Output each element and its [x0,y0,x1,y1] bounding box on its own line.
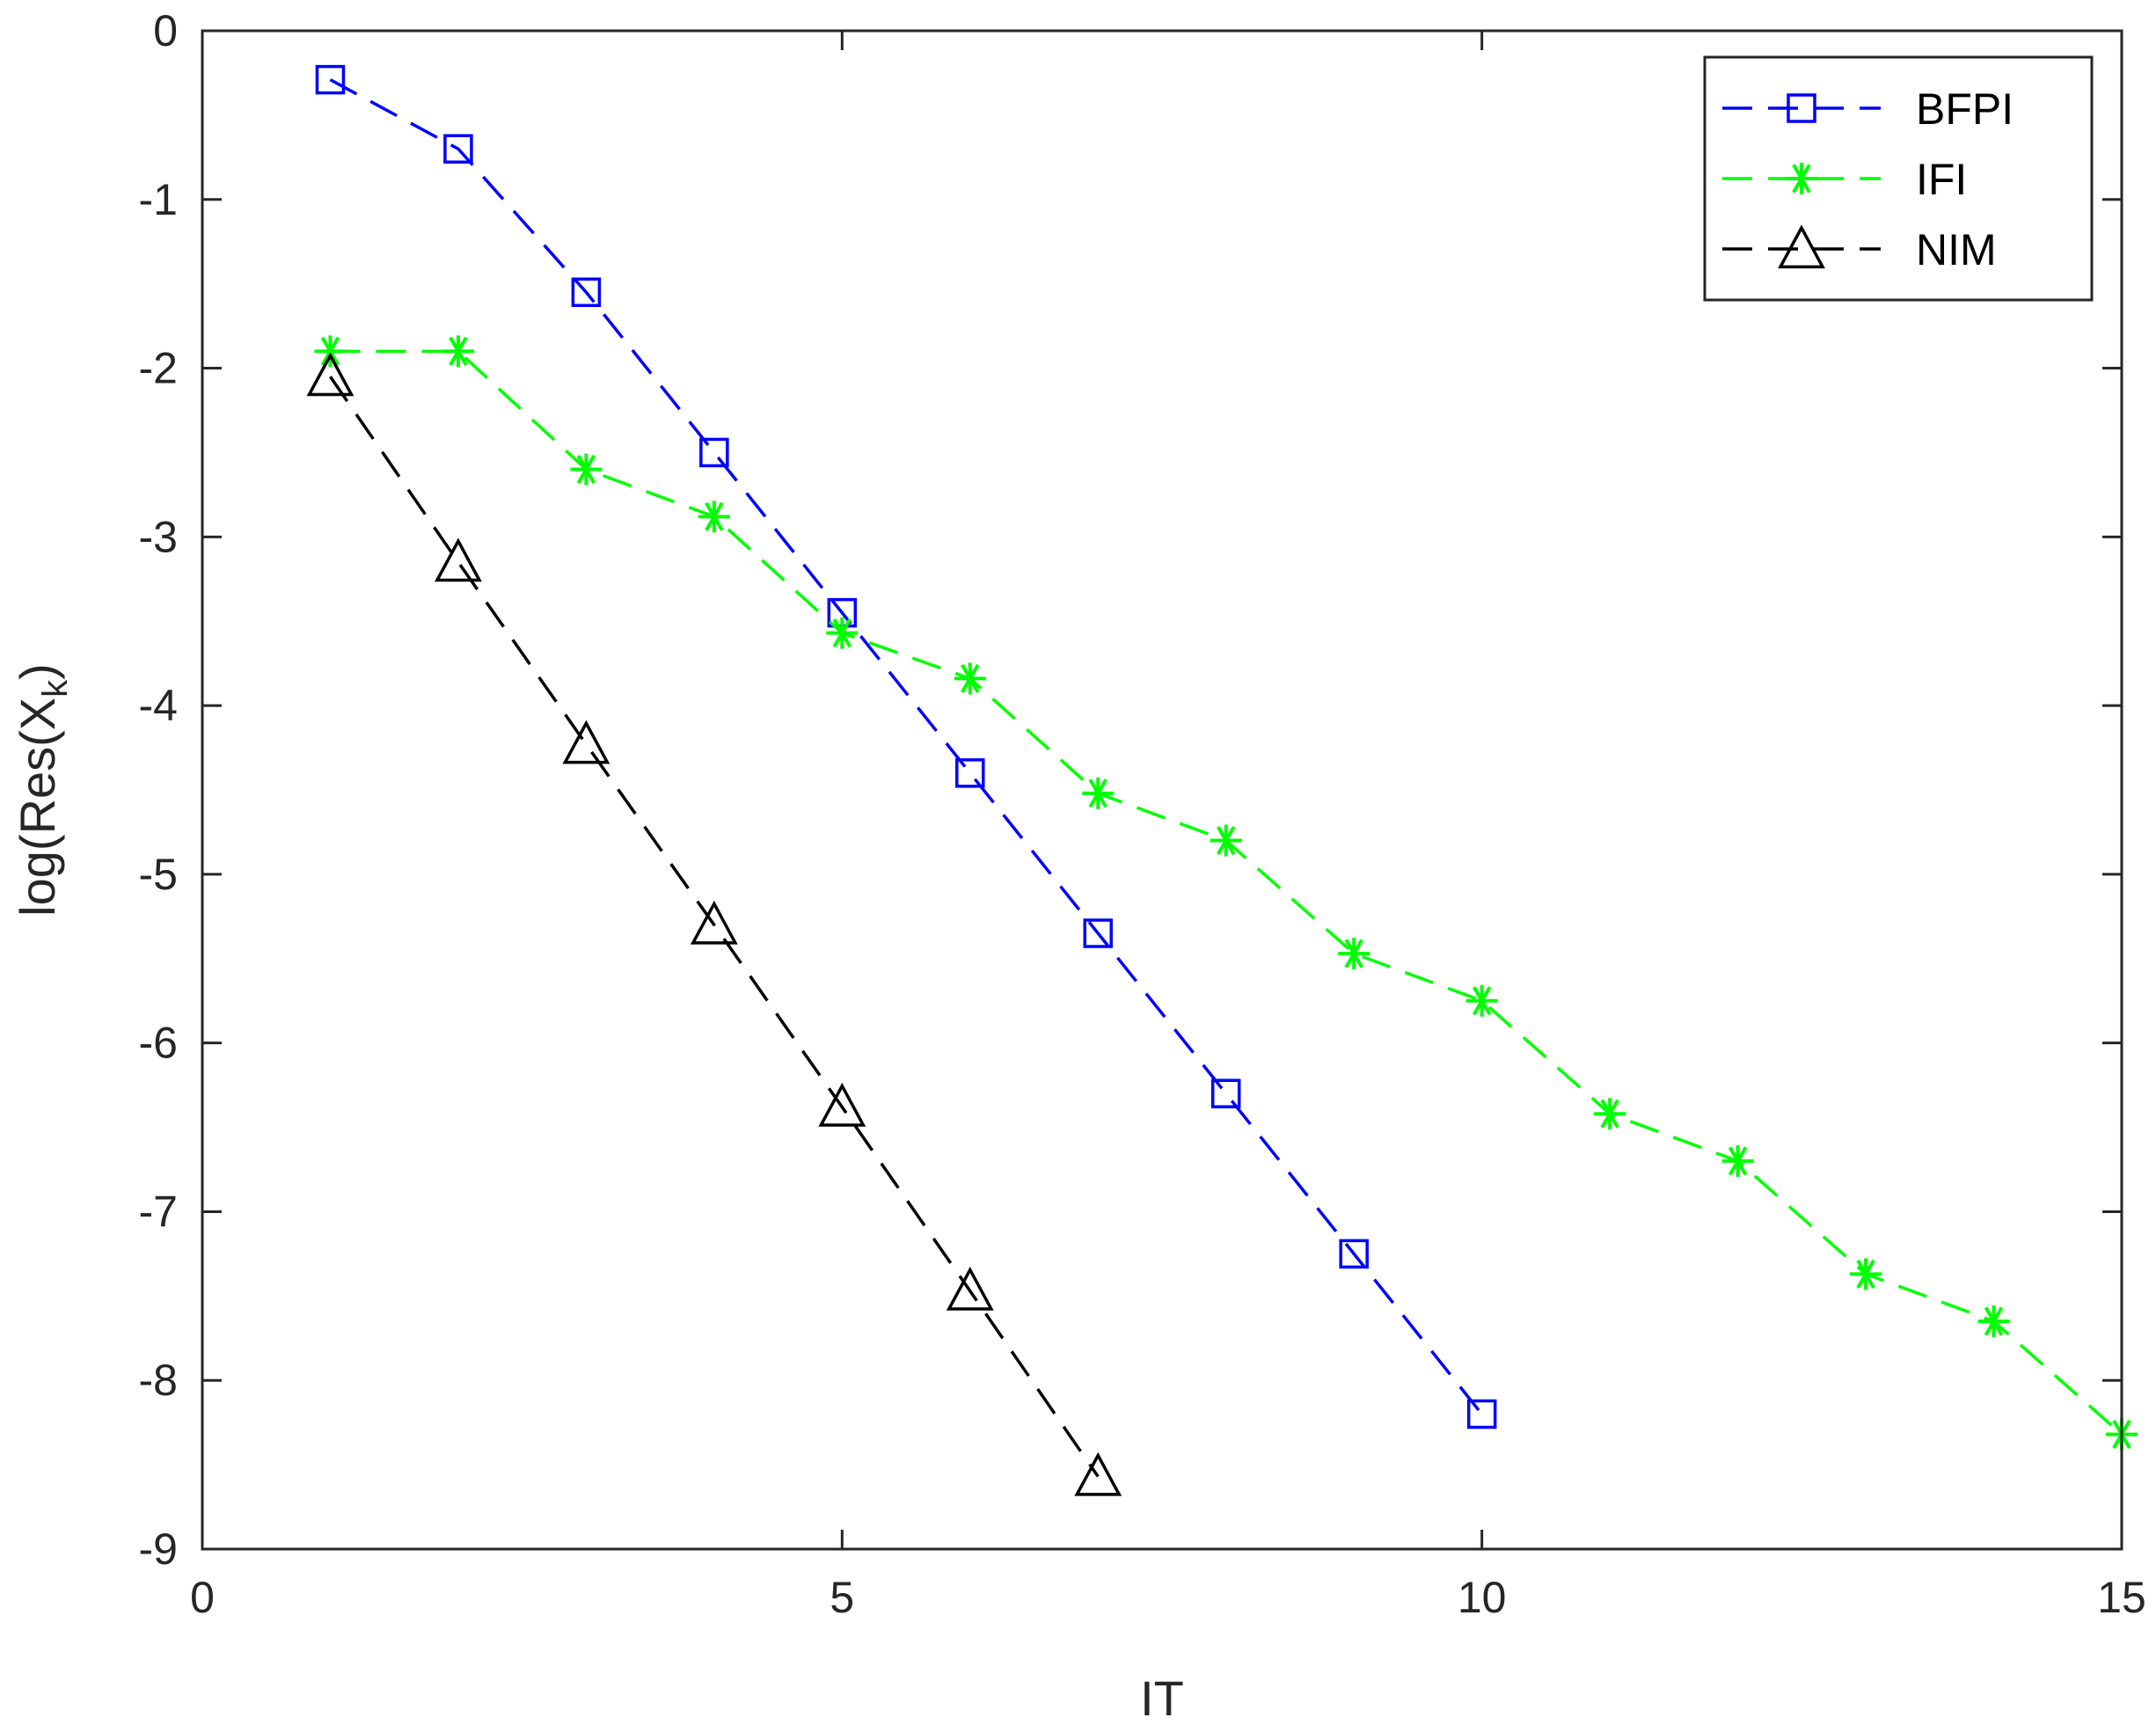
data-point-bfpi [571,277,602,308]
x-tick-label: 10 [1458,1573,1507,1622]
x-axis-label: IT [1140,1670,1184,1725]
data-point-ifi [314,335,347,368]
legend-label-bfpi: BFPI [1916,84,2013,134]
y-axis-label: log(Res(Xk) [10,663,75,917]
data-point-ifi [570,453,603,486]
data-point-nim [1074,1451,1122,1496]
data-point-ifi [1210,824,1242,857]
y-tick-label: -7 [139,1187,178,1236]
y-tick-label: -1 [139,175,178,224]
data-point-nim [306,352,354,397]
x-tick-label: 0 [190,1573,215,1622]
data-point-ifi [954,662,986,695]
data-point-ifi [1850,1258,1882,1290]
y-tick-label: -8 [139,1356,178,1405]
series-line-nim [329,376,1100,1478]
legend-label-ifi: IFI [1916,155,1967,204]
data-point-ifi [1977,1305,2010,1338]
plot-area-frame [201,29,2123,1551]
y-axis-label-main: log(Res(X [10,698,65,917]
data-point-bfpi [1210,1078,1241,1108]
data-point-nim [562,720,610,764]
data-point-ifi [1594,1098,1626,1130]
data-point-bfpi [1466,1399,1497,1429]
data-point-bfpi [699,437,729,468]
series-line-bfpi [329,78,1484,1415]
legend: BFPI IFI NIM [1703,55,2094,302]
data-point-ifi [1338,938,1370,970]
legend-marker-bfpi [1787,93,1816,123]
legend-box [1703,55,2094,302]
y-tick-label: -3 [139,512,178,561]
data-point-ifi [1082,777,1115,809]
data-point-ifi [1721,1144,1754,1177]
data-point-bfpi [1083,918,1114,948]
data-point-bfpi [315,64,346,95]
legend-marker-ifi [1786,163,1817,194]
data-point-ifi [1465,984,1498,1017]
y-tick-label: -9 [139,1524,178,1574]
data-point-bfpi [443,134,473,164]
legend-marker-nim [1778,224,1825,269]
y-tick-label: -6 [139,1019,178,1068]
data-point-ifi [826,617,859,649]
y-tick-label: -2 [139,344,178,393]
data-point-nim [946,1266,994,1311]
data-point-ifi [698,501,730,533]
y-axis-label-subscript: k [36,679,75,698]
x-tick-label: 5 [830,1573,854,1622]
x-tick-label: 15 [2097,1573,2146,1622]
y-axis-label-close: ) [10,663,65,680]
data-point-nim [690,900,738,945]
data-point-bfpi [1339,1239,1369,1269]
data-point-bfpi [955,758,985,788]
series-ifi [314,335,2138,1451]
series-bfpi [315,64,1497,1429]
y-tick-label: 0 [153,6,178,55]
y-tick-label: -5 [139,850,178,899]
data-point-nim [818,1082,866,1127]
data-point-nim [434,537,482,582]
series-nim [306,352,1122,1496]
data-point-ifi [442,335,474,368]
legend-label-nim: NIM [1916,225,1997,274]
y-tick-label: -4 [139,681,178,730]
